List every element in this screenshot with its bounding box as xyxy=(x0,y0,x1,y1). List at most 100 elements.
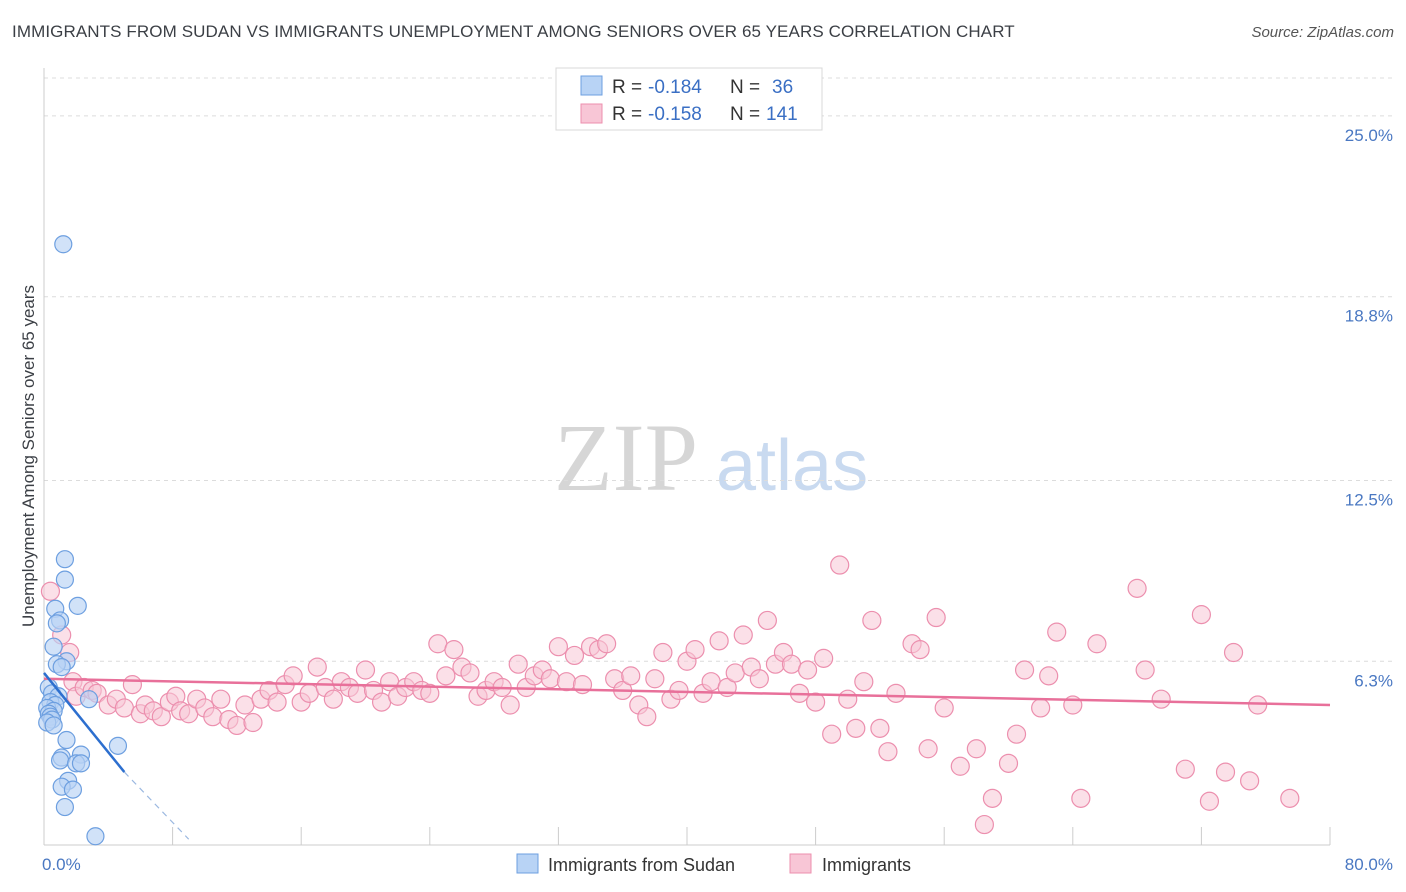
immigrants-point xyxy=(548,637,569,657)
legend-swatch-immigrants xyxy=(580,103,603,124)
sudan-point xyxy=(50,751,70,770)
immigrants-point xyxy=(1039,666,1059,686)
immigrants-point xyxy=(749,669,769,689)
immigrants-point xyxy=(854,672,874,692)
immigrants-point xyxy=(307,657,327,677)
sudan-point xyxy=(79,690,99,709)
sudan-point xyxy=(55,570,74,589)
bottom-legend: Immigrants from Sudan Immigrants xyxy=(516,853,911,875)
immigrants-point xyxy=(151,707,171,727)
immigrants-point xyxy=(886,683,906,703)
immigrants-point xyxy=(934,698,954,718)
y-tick-label: 6.3% xyxy=(1354,671,1393,690)
sudan-point xyxy=(108,736,128,755)
trend-lines xyxy=(43,672,1331,840)
immigrants-point xyxy=(1223,642,1244,663)
immigrants-point xyxy=(846,718,866,738)
sudan-point xyxy=(63,780,83,799)
immigrants-point xyxy=(1248,695,1268,715)
sudan-point xyxy=(86,827,105,846)
immigrants-point xyxy=(420,683,440,703)
immigrants-point xyxy=(122,675,143,695)
immigrants-point xyxy=(966,739,986,759)
immigrants-point xyxy=(243,712,263,733)
immigrants-point xyxy=(725,663,745,683)
source-credit: Source: ZipAtlas.com xyxy=(1251,24,1394,41)
immigrants-point xyxy=(428,634,448,654)
immigrants-point xyxy=(862,610,882,631)
sudan-point xyxy=(55,550,74,569)
immigrants-point xyxy=(371,692,392,712)
legend-r-label-sudan: R = xyxy=(612,77,642,98)
immigrants-point xyxy=(1175,759,1195,779)
immigrants-point xyxy=(564,645,585,666)
legend-r-value-immigrants: -0.158 xyxy=(648,104,702,125)
sudan-trend-line xyxy=(43,672,126,773)
chart-title: IMMIGRANTS FROM SUDAN VS IMMIGRANTS UNEM… xyxy=(12,22,1015,41)
immigrants-point xyxy=(114,698,134,718)
watermark-zip: ZIP xyxy=(554,404,698,511)
legend-n-value-sudan: 36 xyxy=(772,77,793,98)
immigrants-point xyxy=(211,689,231,709)
sudan-point xyxy=(44,637,63,656)
immigrants-point xyxy=(637,707,657,727)
immigrants-point xyxy=(1127,578,1147,598)
sudan-point xyxy=(57,730,76,750)
immigrants-point xyxy=(203,707,223,727)
immigrants-point xyxy=(998,753,1019,773)
immigrants-point xyxy=(653,642,673,663)
immigrants-point xyxy=(1006,724,1027,744)
immigrants-point xyxy=(1014,660,1035,680)
immigrants-point xyxy=(709,631,729,651)
immigrants-point xyxy=(444,640,464,660)
immigrants-point xyxy=(460,663,480,683)
immigrants-point xyxy=(982,788,1003,808)
immigrants-point xyxy=(299,683,319,703)
sudan-point xyxy=(68,596,87,615)
bottom-legend-label-immigrants: Immigrants xyxy=(822,855,911,875)
sudan-point xyxy=(47,614,66,633)
immigrants-point xyxy=(621,666,641,686)
immigrants-point xyxy=(1151,689,1171,709)
sudan-point xyxy=(54,235,73,254)
immigrants-point xyxy=(918,739,938,759)
legend-r-value-sudan: -0.184 xyxy=(648,77,702,98)
axes: 6.3% 12.5% 18.8% 25.0% 0.0% 80.0% xyxy=(42,68,1393,874)
immigrants-point xyxy=(701,672,721,692)
immigrants-point xyxy=(1047,622,1067,642)
sudan-point xyxy=(55,797,74,817)
immigrants-point xyxy=(926,607,946,628)
sudan-point xyxy=(52,658,71,677)
immigrants-point xyxy=(597,634,617,654)
immigrants-point xyxy=(878,742,898,762)
immigrants-point xyxy=(40,581,61,601)
sudan-trend-extension xyxy=(123,771,190,840)
immigrants-point xyxy=(974,814,994,835)
immigrants-point xyxy=(645,669,665,689)
immigrants-point xyxy=(685,640,705,660)
immigrants-point xyxy=(267,692,287,712)
immigrants-point xyxy=(838,689,858,709)
immigrants-point xyxy=(814,648,834,668)
immigrants-point xyxy=(1087,634,1107,654)
immigrants-point xyxy=(347,683,368,703)
legend-n-value-immigrants: 141 xyxy=(766,104,798,125)
immigrants-point xyxy=(822,724,842,744)
immigrants-point xyxy=(830,555,850,575)
legend-r-label-immigrants: R = xyxy=(612,104,642,125)
immigrants-point xyxy=(436,666,456,686)
immigrants-point xyxy=(1199,791,1220,811)
y-tick-label: 25.0% xyxy=(1345,126,1393,145)
legend-swatch-sudan xyxy=(580,75,603,96)
immigrants-point xyxy=(355,660,376,680)
watermark-atlas: atlas xyxy=(716,426,868,506)
x-tick-label-max: 80.0% xyxy=(1345,855,1393,874)
immigrants-point xyxy=(1191,605,1212,625)
immigrants-point xyxy=(910,640,930,660)
bottom-legend-swatch-sudan xyxy=(516,853,539,874)
immigrants-point xyxy=(950,756,970,776)
immigrants-point xyxy=(508,654,528,674)
y-axis-label: Unemployment Among Seniors over 65 years xyxy=(19,285,38,627)
immigrants-point xyxy=(540,669,560,689)
